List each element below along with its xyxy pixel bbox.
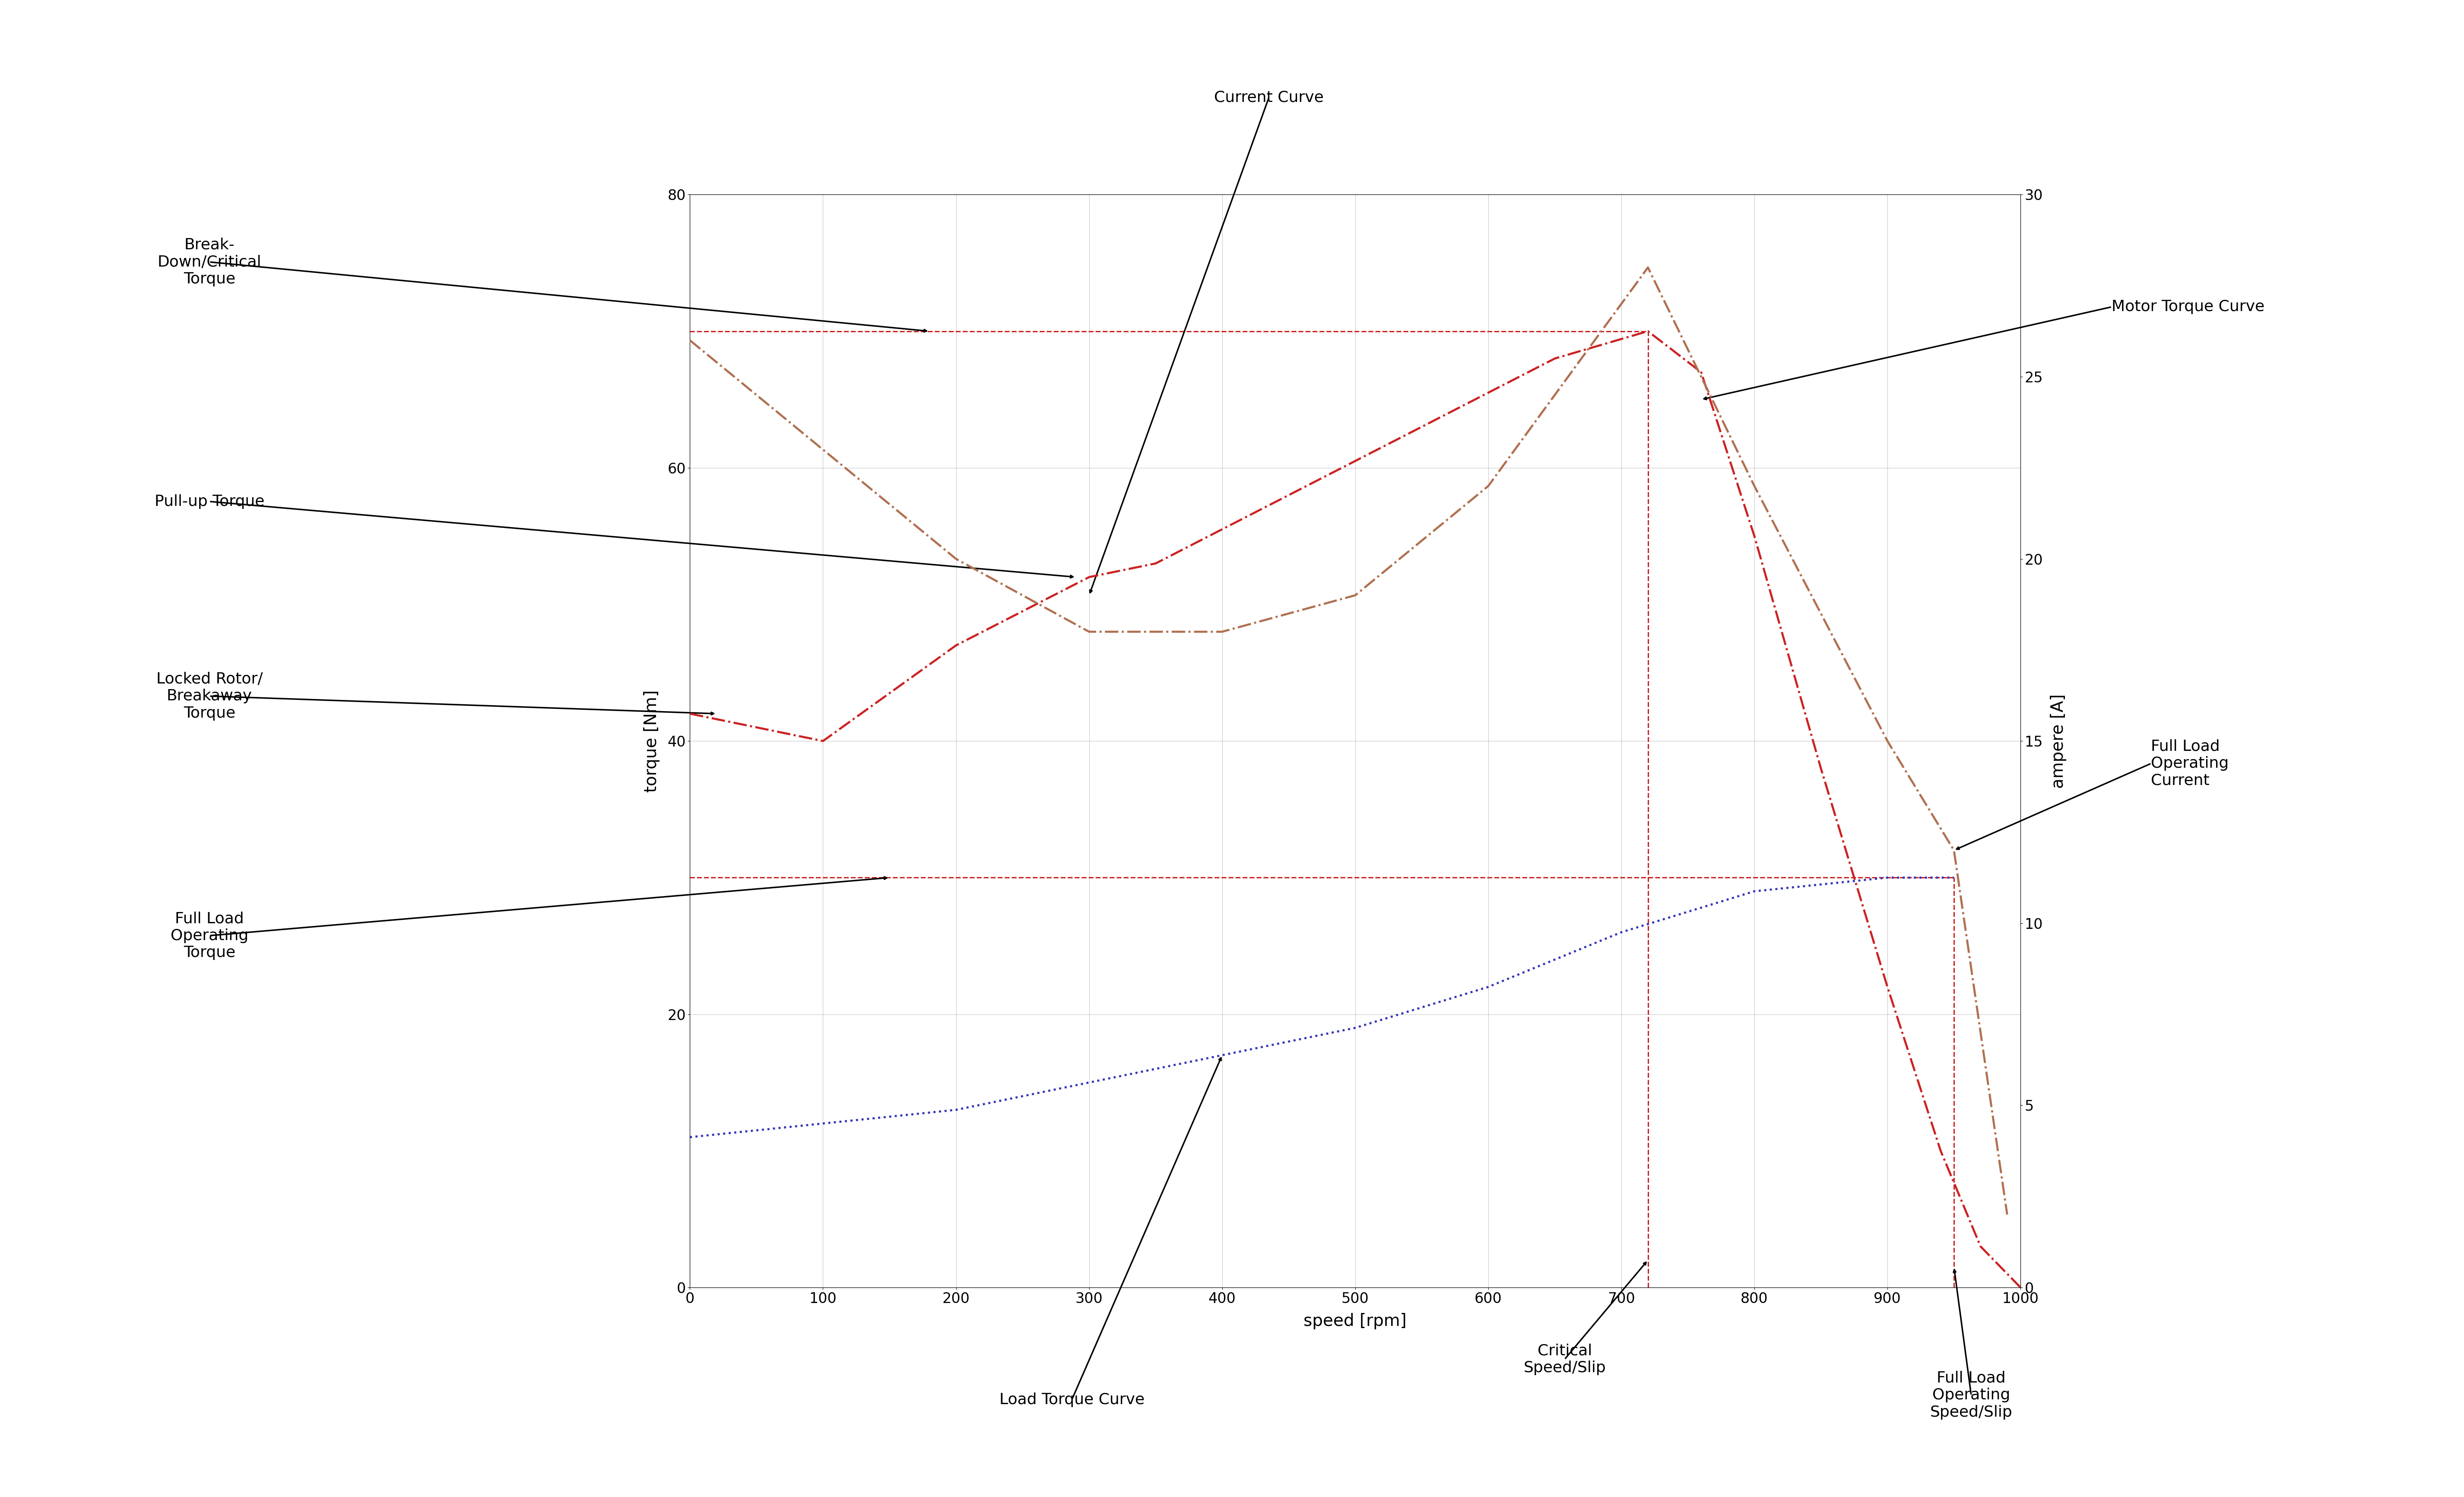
Y-axis label: torque [Nm]: torque [Nm] bbox=[643, 690, 660, 792]
Y-axis label: ampere [A]: ampere [A] bbox=[2050, 693, 2067, 789]
Text: Motor Torque Curve: Motor Torque Curve bbox=[2112, 299, 2264, 314]
Text: Full Load
Operating
Speed/Slip: Full Load Operating Speed/Slip bbox=[1929, 1371, 2013, 1419]
Text: Locked Rotor/
Breakaway
Torque: Locked Rotor/ Breakaway Torque bbox=[155, 672, 264, 720]
X-axis label: speed [rpm]: speed [rpm] bbox=[1303, 1313, 1407, 1329]
Text: Load Torque Curve: Load Torque Curve bbox=[1000, 1392, 1143, 1407]
Text: Critical
Speed/Slip: Critical Speed/Slip bbox=[1523, 1343, 1607, 1376]
Text: Pull-up Torque: Pull-up Torque bbox=[155, 494, 264, 509]
Text: Break-
Down/Critical
Torque: Break- Down/Critical Torque bbox=[158, 238, 261, 286]
Text: Full Load
Operating
Torque: Full Load Operating Torque bbox=[170, 912, 249, 960]
Text: Current Curve: Current Curve bbox=[1215, 90, 1323, 105]
Text: Full Load
Operating
Current: Full Load Operating Current bbox=[2151, 740, 2230, 787]
